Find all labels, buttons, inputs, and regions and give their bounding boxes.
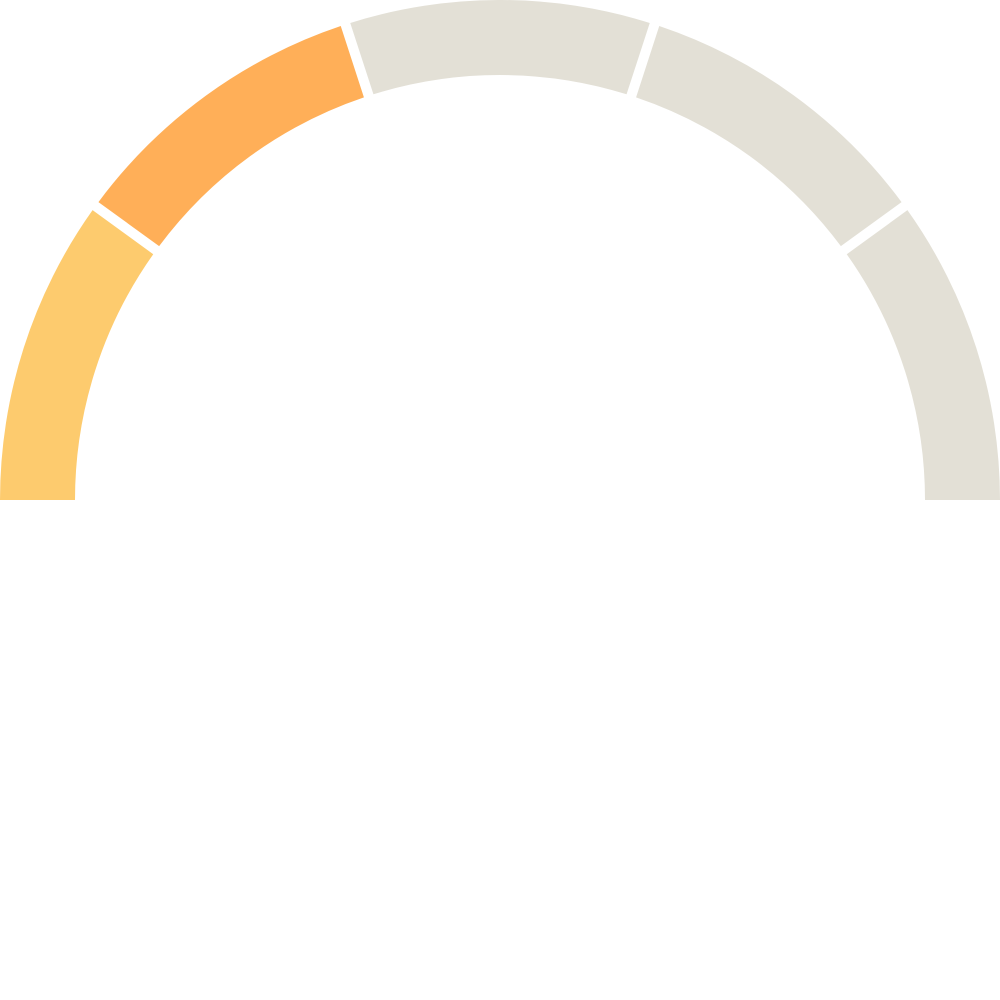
gauge-segment-4-empty xyxy=(636,26,902,247)
gauge-segment-1-filled xyxy=(0,210,154,500)
gauge-segments xyxy=(0,0,1000,501)
gauge-segment-2-filled xyxy=(98,26,364,247)
gauge-segment-5-empty xyxy=(846,210,1000,501)
gauge-segment-3-empty xyxy=(350,0,650,95)
